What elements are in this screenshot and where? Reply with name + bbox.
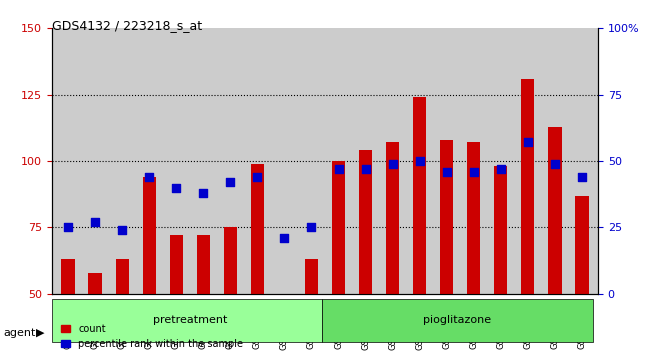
Point [360,166,370,172]
Bar [170,235,183,294]
Bar [359,150,372,294]
Point [144,174,155,180]
Point [523,139,533,145]
Bar [116,259,129,294]
Text: GDS4132 / 223218_s_at: GDS4132 / 223218_s_at [52,19,202,33]
Point [577,174,587,180]
Bar [88,273,102,294]
Point [117,227,127,233]
Point [225,179,235,185]
Bar [251,164,264,294]
Point [387,161,398,167]
Bar [413,97,426,294]
Point [252,174,263,180]
Bar [332,161,345,294]
Point [171,185,181,190]
FancyBboxPatch shape [322,299,593,342]
Legend: count, percentile rank within the sample: count, percentile rank within the sample [57,320,247,353]
Point [63,224,73,230]
Bar [224,227,237,294]
Bar [386,142,399,294]
Bar [575,195,588,294]
Text: pioglitazone: pioglitazone [423,315,491,325]
Point [306,224,317,230]
Bar [548,126,562,294]
Text: pretreatment: pretreatment [153,315,227,325]
Point [333,166,344,172]
Point [469,169,479,175]
Bar [305,259,318,294]
Point [280,235,290,241]
Point [441,169,452,175]
Point [198,190,209,196]
Bar [467,142,480,294]
FancyBboxPatch shape [52,299,322,342]
Bar [62,259,75,294]
Point [495,166,506,172]
Text: agent: agent [3,328,36,338]
Point [90,219,101,225]
Bar [494,166,508,294]
Bar [521,79,534,294]
Point [549,161,560,167]
Text: ▶: ▶ [36,328,44,338]
Bar [440,140,454,294]
Point [415,158,425,164]
Bar [142,177,156,294]
Bar [196,235,210,294]
